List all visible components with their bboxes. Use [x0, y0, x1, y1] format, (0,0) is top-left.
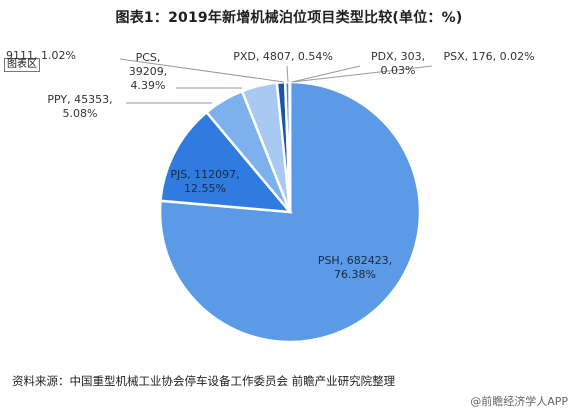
pie-slice-psh [158, 80, 422, 344]
slice-label-psx: PSX, 176, 0.02% [443, 50, 534, 63]
leader-line-unnamed [119, 58, 285, 83]
chart-title: 图表1：2019年新增机械泊位项目类型比较(单位：%) [115, 10, 463, 26]
slice-label-ppy: PPY, 45353, 5.08% [47, 93, 112, 120]
pie-slice-pjs [159, 110, 293, 214]
slice-label-pdx: PDX, 303, 0.03% [371, 50, 425, 77]
brand-watermark: @前瞻经济学人APP [470, 395, 568, 408]
source-note: 资料来源：中国重型机械工业协会停车设备工作委员会 前瞻产业研究院整理 [12, 374, 396, 388]
slice-label-psh: PSH, 682423, 76.38% [318, 254, 392, 281]
leader-line-pdx [291, 65, 361, 83]
leader-line-psx [291, 65, 433, 83]
slice-label-pjs: PJS, 112097, 12.55% [170, 168, 239, 195]
slice-label-unnamed: 9111, 1.02% [6, 49, 76, 62]
chart-area-tag: 图表区 [4, 58, 40, 72]
slice-label-pxd: PXD, 4807, 0.54% [233, 50, 333, 63]
slice-label-pcs: PCS, 39209, 4.39% [129, 51, 168, 92]
leader-line-pxd [286, 65, 289, 83]
